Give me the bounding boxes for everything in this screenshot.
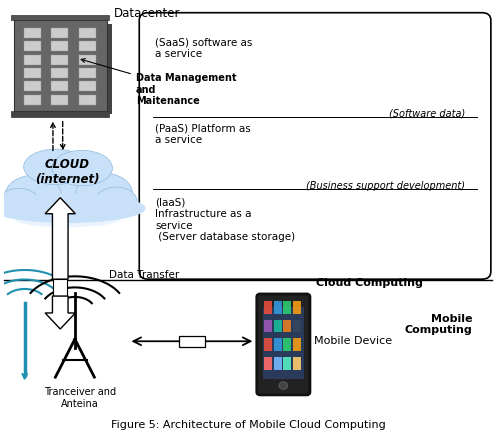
Bar (79, 54, 96, 65)
FancyArrow shape (45, 198, 75, 279)
Bar (293, 338, 301, 351)
Ellipse shape (0, 188, 39, 216)
Text: Figure 5: Architecture of Mobile Cloud Computing: Figure 5: Architecture of Mobile Cloud C… (111, 420, 385, 430)
Bar (11, 15, 109, 20)
Text: (Business support development): (Business support development) (306, 181, 465, 191)
Ellipse shape (14, 210, 121, 227)
Bar (24, 68, 41, 78)
Bar (274, 357, 282, 369)
Text: Mobile Device: Mobile Device (314, 336, 392, 346)
Bar (264, 320, 272, 332)
Text: Datacenter: Datacenter (114, 7, 181, 20)
Text: (PaaS) Platform as
a service: (PaaS) Platform as a service (155, 124, 251, 146)
Bar (263, 308, 304, 379)
Bar (24, 28, 41, 38)
Bar (24, 54, 41, 65)
Bar (24, 95, 41, 105)
Bar (79, 41, 96, 51)
Bar (283, 357, 291, 369)
Ellipse shape (52, 150, 113, 186)
Bar (11, 111, 109, 118)
Ellipse shape (26, 154, 109, 212)
Bar (283, 320, 291, 332)
Bar (14, 20, 107, 111)
Bar (293, 320, 301, 332)
Bar (274, 338, 282, 351)
Bar (264, 338, 272, 351)
Bar (264, 357, 272, 369)
Ellipse shape (24, 149, 87, 184)
Ellipse shape (76, 173, 132, 214)
Bar (283, 301, 291, 314)
Text: (SaaS) software as
a service: (SaaS) software as a service (155, 37, 253, 59)
Text: (Software data): (Software data) (389, 109, 465, 119)
Text: Data Transfer: Data Transfer (109, 270, 179, 280)
Bar (293, 301, 301, 314)
Bar (51, 28, 68, 38)
Bar (20, 24, 113, 114)
Circle shape (279, 382, 288, 389)
Bar (274, 320, 282, 332)
Bar (51, 81, 68, 92)
Bar (24, 81, 41, 92)
FancyArrow shape (45, 296, 75, 329)
Bar (54, 279, 67, 296)
Ellipse shape (96, 187, 137, 214)
Bar (79, 68, 96, 78)
Bar (51, 41, 68, 51)
Bar (79, 81, 96, 92)
Text: Cloud Computing: Cloud Computing (316, 278, 423, 288)
Bar (274, 301, 282, 314)
Bar (283, 338, 291, 351)
Bar (79, 95, 96, 105)
Bar (51, 68, 68, 78)
Bar (51, 95, 68, 105)
Text: CLOUD
(internet): CLOUD (internet) (35, 159, 100, 186)
Ellipse shape (0, 194, 146, 223)
Bar (24, 41, 41, 51)
Text: Mobile
Computing: Mobile Computing (405, 314, 472, 335)
Bar (51, 54, 68, 65)
Text: Tranceiver and
Anteina: Tranceiver and Anteina (44, 387, 116, 409)
Bar (179, 336, 205, 346)
Bar (79, 28, 96, 38)
Bar (264, 301, 272, 314)
Text: Data Management
and
Maitenance: Data Management and Maitenance (81, 59, 236, 106)
Bar (293, 357, 301, 369)
FancyBboxPatch shape (257, 294, 310, 395)
FancyBboxPatch shape (139, 13, 491, 279)
Text: (IaaS)
Infrastructure as a
service
 (Server database storage): (IaaS) Infrastructure as a service (Serv… (155, 198, 296, 242)
Ellipse shape (5, 175, 62, 216)
